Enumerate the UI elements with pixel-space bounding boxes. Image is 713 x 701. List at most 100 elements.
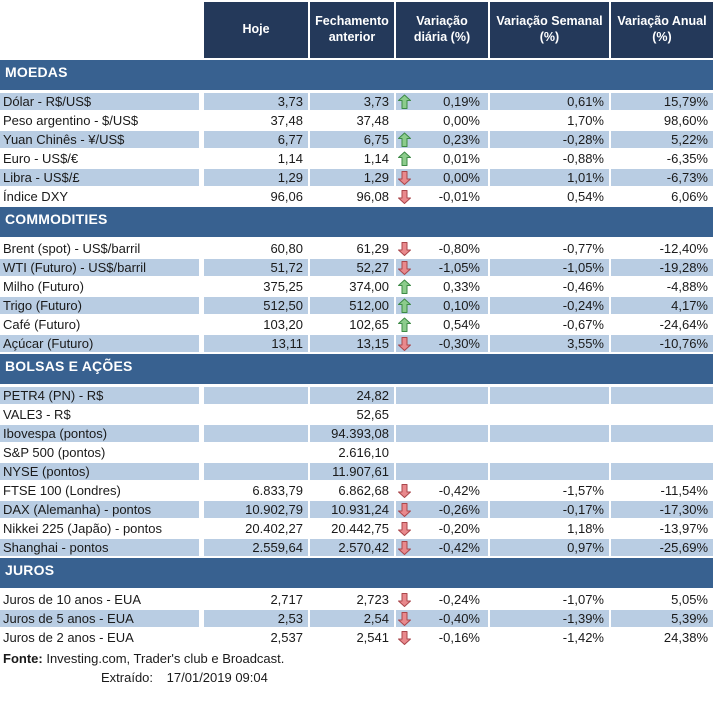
- cell-variacao-anual: -19,28%: [611, 259, 713, 276]
- row-label: Café (Futuro): [0, 316, 199, 333]
- cell-variacao-diaria: 0,01%: [396, 150, 488, 167]
- cell-hoje: 2.559,64: [204, 539, 308, 556]
- cell-variacao-semanal: -0,28%: [490, 131, 609, 148]
- cell-variacao-semanal: -0,67%: [490, 316, 609, 333]
- cell-fechamento-anterior: 61,29: [310, 240, 394, 257]
- variacao-diaria-value: 0,23%: [443, 132, 480, 147]
- table-row: WTI (Futuro) - US$/barril 51,72 52,27 -1…: [0, 259, 713, 276]
- table-row: Milho (Futuro) 375,25 374,00 0,33% -0,46…: [0, 278, 713, 295]
- cell-hoje: 10.902,79: [204, 501, 308, 518]
- column-header-variacao-semanal: Variação Semanal (%): [490, 2, 609, 58]
- cell-variacao-semanal: -1,05%: [490, 259, 609, 276]
- cell-hoje: 13,11: [204, 335, 308, 352]
- arrow-down-icon: [398, 501, 411, 518]
- table-row: NYSE (pontos) 11.907,61: [0, 463, 713, 480]
- table-row: Dólar - R$/US$ 3,73 3,73 0,19% 0,61% 15,…: [0, 93, 713, 110]
- section-header: COMMODITIES: [0, 207, 713, 237]
- cell-hoje: 96,06: [204, 188, 308, 205]
- variacao-diaria-value: -0,42%: [438, 540, 480, 555]
- section-header: BOLSAS E AÇÕES: [0, 354, 713, 384]
- row-label: Índice DXY: [0, 188, 199, 205]
- cell-hoje: 103,20: [204, 316, 308, 333]
- cell-variacao-anual: [611, 406, 713, 423]
- cell-fechamento-anterior: 512,00: [310, 297, 394, 314]
- cell-variacao-anual: -6,73%: [611, 169, 713, 186]
- variacao-diaria-value: -0,01%: [438, 189, 480, 204]
- source-line: Fonte: Investing.com, Trader's club e Br…: [0, 649, 713, 668]
- arrow-down-icon: [398, 335, 411, 352]
- cell-variacao-semanal: 1,01%: [490, 169, 609, 186]
- variacao-diaria-value: 0,00%: [443, 170, 480, 185]
- cell-variacao-diaria: -0,30%: [396, 335, 488, 352]
- variacao-diaria-value: 0,10%: [443, 298, 480, 313]
- cell-variacao-anual: -4,88%: [611, 278, 713, 295]
- section-title: BOLSAS E AÇÕES: [5, 358, 133, 374]
- cell-variacao-anual: 5,05%: [611, 591, 713, 608]
- row-label: DAX (Alemanha) - pontos: [0, 501, 199, 518]
- cell-fechamento-anterior: 2.616,10: [310, 444, 394, 461]
- cell-variacao-anual: -10,76%: [611, 335, 713, 352]
- cell-variacao-diaria: -1,05%: [396, 259, 488, 276]
- cell-variacao-diaria: -0,40%: [396, 610, 488, 627]
- row-label: Peso argentino - $/US$: [0, 112, 199, 129]
- cell-variacao-anual: -6,35%: [611, 150, 713, 167]
- table-row: Ibovespa (pontos) 94.393,08: [0, 425, 713, 442]
- cell-variacao-semanal: 1,18%: [490, 520, 609, 537]
- cell-variacao-semanal: 3,55%: [490, 335, 609, 352]
- variacao-diaria-value: -0,24%: [438, 592, 480, 607]
- arrow-up-icon: [398, 131, 411, 148]
- row-label: Juros de 2 anos - EUA: [0, 629, 199, 646]
- cell-variacao-anual: [611, 444, 713, 461]
- cell-variacao-diaria: -0,80%: [396, 240, 488, 257]
- cell-fechamento-anterior: 102,65: [310, 316, 394, 333]
- cell-fechamento-anterior: 52,27: [310, 259, 394, 276]
- cell-variacao-semanal: [490, 406, 609, 423]
- cell-variacao-diaria: 0,00%: [396, 169, 488, 186]
- cell-variacao-anual: -13,97%: [611, 520, 713, 537]
- table-row: Peso argentino - $/US$ 37,48 37,48 0,00%…: [0, 112, 713, 129]
- table-row: Açúcar (Futuro) 13,11 13,15 -0,30% 3,55%…: [0, 335, 713, 352]
- arrow-up-icon: [398, 278, 411, 295]
- row-label: Ibovespa (pontos): [0, 425, 199, 442]
- cell-variacao-semanal: [490, 463, 609, 480]
- row-label: VALE3 - R$: [0, 406, 199, 423]
- variacao-diaria-value: -0,16%: [438, 630, 480, 645]
- cell-variacao-semanal: [490, 425, 609, 442]
- section-title: JUROS: [5, 562, 55, 578]
- cell-variacao-diaria: 0,10%: [396, 297, 488, 314]
- cell-fechamento-anterior: 94.393,08: [310, 425, 394, 442]
- table-body: MOEDAS Dólar - R$/US$ 3,73 3,73 0,19% 0,…: [0, 60, 713, 646]
- row-label: Brent (spot) - US$/barril: [0, 240, 199, 257]
- arrow-up-icon: [398, 150, 411, 167]
- cell-hoje: 51,72: [204, 259, 308, 276]
- row-label: Trigo (Futuro): [0, 297, 199, 314]
- cell-fechamento-anterior: 96,08: [310, 188, 394, 205]
- variacao-diaria-value: -0,40%: [438, 611, 480, 626]
- table-header: Hoje Fechamento anterior Variação diária…: [0, 2, 713, 58]
- cell-variacao-diaria: [396, 463, 488, 480]
- row-label: Açúcar (Futuro): [0, 335, 199, 352]
- cell-fechamento-anterior: 52,65: [310, 406, 394, 423]
- cell-hoje: [204, 463, 308, 480]
- cell-hoje: [204, 387, 308, 404]
- row-label: WTI (Futuro) - US$/barril: [0, 259, 199, 276]
- cell-variacao-diaria: [396, 406, 488, 423]
- section-rows: PETR4 (PN) - R$ 24,82 VALE3 - R$ 52,65 I…: [0, 387, 713, 556]
- cell-variacao-anual: [611, 463, 713, 480]
- variacao-diaria-value: -0,20%: [438, 521, 480, 536]
- section-title: MOEDAS: [5, 64, 68, 80]
- cell-variacao-diaria: -0,26%: [396, 501, 488, 518]
- cell-hoje: 512,50: [204, 297, 308, 314]
- cell-fechamento-anterior: 1,14: [310, 150, 394, 167]
- cell-fechamento-anterior: 37,48: [310, 112, 394, 129]
- cell-variacao-anual: 4,17%: [611, 297, 713, 314]
- cell-fechamento-anterior: 20.442,75: [310, 520, 394, 537]
- table-row: Trigo (Futuro) 512,50 512,00 0,10% -0,24…: [0, 297, 713, 314]
- cell-hoje: 2,53: [204, 610, 308, 627]
- variacao-diaria-value: 0,01%: [443, 151, 480, 166]
- table-row: VALE3 - R$ 52,65: [0, 406, 713, 423]
- arrow-up-icon: [398, 316, 411, 333]
- cell-hoje: 2,537: [204, 629, 308, 646]
- variacao-diaria-value: -1,05%: [438, 260, 480, 275]
